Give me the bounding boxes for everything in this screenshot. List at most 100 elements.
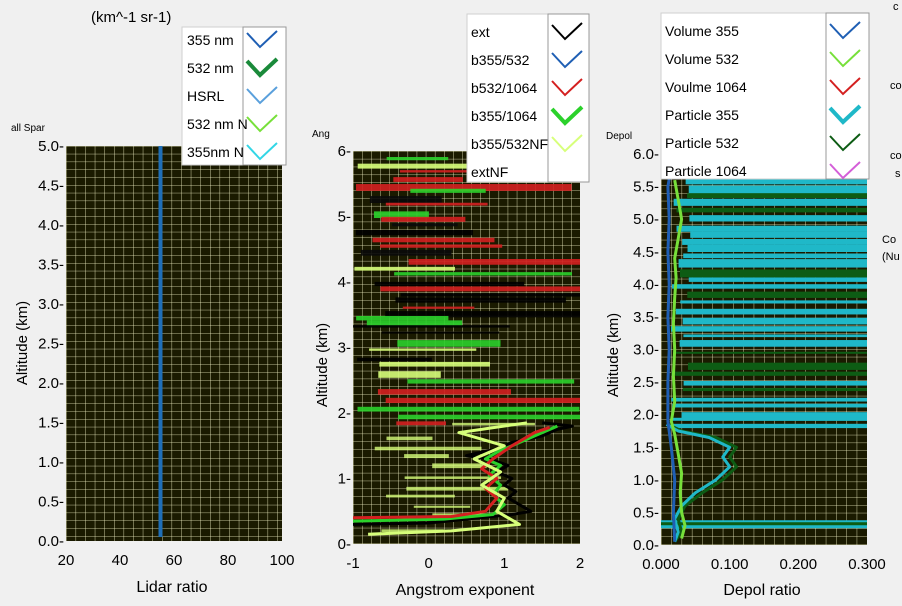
chart2-ytick: 0- <box>338 536 351 553</box>
chart2-ytick: 5- <box>338 209 351 226</box>
chart3-legend-swatch <box>829 161 861 180</box>
chart1-legend-label: 532 nm N <box>187 116 248 132</box>
chart-angstrom: Ang -1 0 1 2 0- 1- 2- 3- 4- 5- 6- Angstrom exponen… <box>312 13 590 599</box>
chart3-data-band <box>687 291 867 298</box>
chart2-data-band <box>452 422 535 426</box>
chart3-data-band <box>675 308 867 315</box>
chart3-data-band <box>688 277 867 282</box>
chart3-data-band <box>687 193 867 199</box>
chart1-ytick: 3.0- <box>38 296 64 313</box>
chart2-data-band <box>386 494 455 498</box>
chart3-data-band <box>681 412 867 421</box>
chart1-legend-swatch <box>245 57 279 78</box>
chart2-ytick: 6- <box>338 143 351 160</box>
chart3-legend-swatch <box>828 104 862 125</box>
chart2-ytick: 1- <box>338 471 351 488</box>
chart2-xlabel: Angstrom exponent <box>396 582 535 599</box>
chart2-data-band <box>380 286 580 292</box>
chart3-legend-label: Particle 1064 <box>665 163 747 179</box>
edge-label-4: s <box>895 168 901 180</box>
chart2-data-band <box>357 406 580 412</box>
chart-depol: Depol 0.000 0.100 0.200 0.300 0.0- 0.5- 1.0- 1.… <box>605 12 886 599</box>
chart2-data-band <box>377 389 511 395</box>
chart3-series-line-2 <box>669 179 687 539</box>
chart2-data-band <box>374 211 429 219</box>
chart3-data-band <box>672 417 867 421</box>
chart2-data-band <box>374 281 525 287</box>
chart2-data-band <box>404 476 502 479</box>
chart3-ytick: 2.5- <box>633 374 659 391</box>
chart2-legend[interactable]: ext b355/532 b532/1064 b355/1064 b355/532NF e… <box>466 13 590 183</box>
chart2-data-band <box>379 361 490 367</box>
chart1-legend-label: HSRL <box>187 88 225 104</box>
chart3-data-band <box>676 225 867 232</box>
chart2-legend-label: b355/532 <box>471 52 530 68</box>
chart3-ytick: 3.5- <box>633 309 659 326</box>
edge-label-5: Co <box>882 234 896 246</box>
chart3-data-band <box>683 380 867 386</box>
chart3-xtick: 0.000 <box>642 556 680 573</box>
chart2-data-band <box>369 196 442 203</box>
chart2-legend-label: b355/1064 <box>471 108 537 124</box>
chart2-data-band <box>410 188 486 193</box>
chart3-data-band <box>678 259 867 268</box>
chart2-data-band <box>394 272 573 276</box>
chart2-data-band <box>357 163 563 169</box>
chart2-data-band <box>357 357 432 362</box>
chart3-legend-label: Volume 355 <box>665 23 739 39</box>
chart2-data-band <box>353 325 510 328</box>
chart3-data-band <box>688 185 867 195</box>
chart3-legend-label: Particle 532 <box>665 135 739 151</box>
chart3-xtick: 0.300 <box>848 556 886 573</box>
chart3-data-band <box>687 244 867 253</box>
chart1-legend-swatch <box>246 86 278 105</box>
chart1-legend-swatch <box>246 114 278 133</box>
chart1-legend-label: 532 nm <box>187 60 234 76</box>
units-label: (km^-1 sr-1) <box>91 9 171 26</box>
chart2-data-band <box>407 379 575 384</box>
chart1-ytick: 1.5- <box>38 415 64 432</box>
chart2-data-band <box>381 331 500 334</box>
chart2-data-band <box>404 454 449 459</box>
chart3-data-band <box>672 284 867 289</box>
chart2-xtick: 1 <box>500 555 508 572</box>
chart3-data-band <box>671 326 867 332</box>
chart2-data-band <box>406 486 508 491</box>
chart3-ytick: 1.0- <box>633 472 659 489</box>
chart2-legend-label: b532/1064 <box>471 80 537 96</box>
chart3-ytick: 0.5- <box>633 504 659 521</box>
chart1-ytick: 3.5- <box>38 257 64 274</box>
chart3-ytick: 2.0- <box>633 407 659 424</box>
chart2-data-band <box>386 157 449 161</box>
chart2-xtick: -1 <box>346 555 359 572</box>
chart3-data-band <box>671 397 867 402</box>
chart2-data-band <box>381 216 466 222</box>
chart1-xtick: 100 <box>269 552 294 569</box>
chart3-ytick: 5.0- <box>633 211 659 228</box>
chart3-ylabel: Altitude (km) <box>605 313 622 397</box>
chart2-legend-label: extNF <box>471 164 508 180</box>
chart3-legend[interactable]: Volume 355 Volume 532 Voulme 1064 Particle … <box>660 12 870 180</box>
chart3-data-band <box>679 269 867 278</box>
chart2-data-band <box>396 421 446 426</box>
chart1-corner-label: all Spar <box>11 123 46 134</box>
chart3-data-band <box>682 238 867 245</box>
chart2-grid <box>353 151 580 544</box>
chart2-data-band <box>378 371 441 378</box>
chart2-data-band <box>366 320 463 327</box>
chart3-data-band <box>674 351 867 354</box>
chart2-legend-swatch <box>551 50 583 69</box>
chart2-legend-swatch <box>550 105 584 126</box>
chart1-legend[interactable]: 355 nm 532 nm HSRL 532 nm N 355nm N <box>181 26 287 166</box>
chart2-legend-swatch <box>551 134 583 153</box>
chart1-ytick: 5.0- <box>38 138 64 155</box>
chart2-data-band <box>356 315 449 321</box>
chart2-data-band <box>408 259 580 265</box>
chart2-series-line-2 <box>353 425 551 520</box>
chart1-ylabel: Altitude (km) <box>14 301 31 385</box>
chart3-legend-label: Particle 355 <box>665 107 739 123</box>
chart2-data-band <box>356 184 572 191</box>
chart2-legend-swatch <box>551 22 583 41</box>
chart-lidar-ratio: all Spar 20 40 60 80 100 0.0- 0.5- 1.0- 1.5- 2.0-… <box>11 26 295 596</box>
